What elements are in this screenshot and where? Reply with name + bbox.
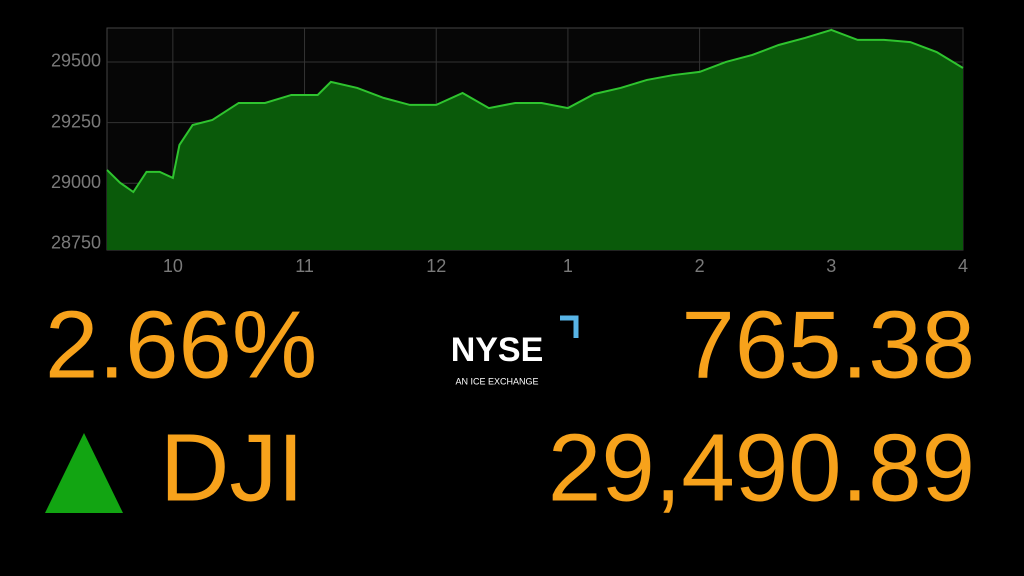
change-points: 765.38 — [681, 291, 975, 398]
x-tick-label: 10 — [163, 256, 183, 276]
line — [106, 28, 964, 194]
index-level: 29,490.89 — [548, 414, 975, 521]
x-tick-label: 1 — [563, 256, 573, 276]
area — [107, 29, 963, 251]
y-tick-label: 29250 — [51, 111, 101, 131]
y-tick-label: 29500 — [51, 51, 101, 71]
logo-name: NYSE — [451, 331, 544, 369]
x-tick-label: 4 — [958, 256, 968, 276]
x-tick-label: 11 — [295, 256, 314, 276]
x-tick-label: 12 — [426, 256, 446, 276]
change-percent: 2.66% — [45, 291, 317, 398]
logo-tagline: AN ICE EXCHANGE — [455, 376, 538, 386]
up-arrow — [45, 433, 123, 513]
x-tick-label: 2 — [695, 256, 705, 276]
y-tick-label: 29000 — [51, 172, 101, 192]
y-tick-label: 28750 — [51, 233, 101, 253]
x-tick-label: 3 — [826, 256, 836, 276]
symbol: DJI — [160, 414, 304, 521]
logo-bracket — [560, 315, 579, 338]
